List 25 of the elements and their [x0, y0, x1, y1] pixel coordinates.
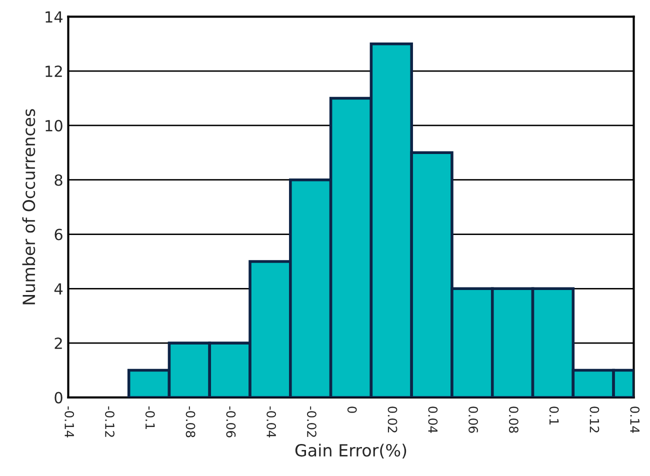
x-tick-label: -0.02 — [306, 406, 316, 437]
x-tick-label: 0.02 — [388, 406, 398, 432]
x-tick-label: 0.08 — [508, 406, 518, 433]
x-tick-label: 0.06 — [468, 406, 478, 433]
y-tick-label: 14 — [46, 11, 63, 22]
x-tick-label: 0.1 — [549, 406, 559, 425]
y-tick-label: 12 — [46, 66, 62, 77]
y-tick-label: 8 — [54, 174, 62, 186]
y-tick-label: 0 — [54, 392, 62, 404]
x-tick-label: -0.14 — [64, 406, 74, 438]
x-tick-label: -0.12 — [105, 406, 114, 437]
y-tick-label: 4 — [54, 283, 63, 294]
x-tick-label: -0.06 — [226, 406, 236, 438]
y-tick-label: 2 — [54, 338, 62, 349]
x-tick-label: -0.1 — [145, 406, 155, 430]
y-axis-title: Number of Occurrences — [22, 109, 36, 304]
x-tick-label: 0.14 — [630, 406, 640, 433]
y-tick-label: 10 — [46, 120, 62, 132]
x-axis-title: Gain Error(%) — [295, 444, 406, 459]
x-tick-label: 0.04 — [428, 406, 438, 433]
x-tick-label: -0.08 — [186, 406, 196, 438]
x-tick-label: 0 — [347, 406, 357, 413]
x-tick-label: -0.04 — [266, 406, 276, 438]
x-tick-label: 0.12 — [590, 406, 600, 432]
y-tick-label: 6 — [54, 228, 62, 240]
